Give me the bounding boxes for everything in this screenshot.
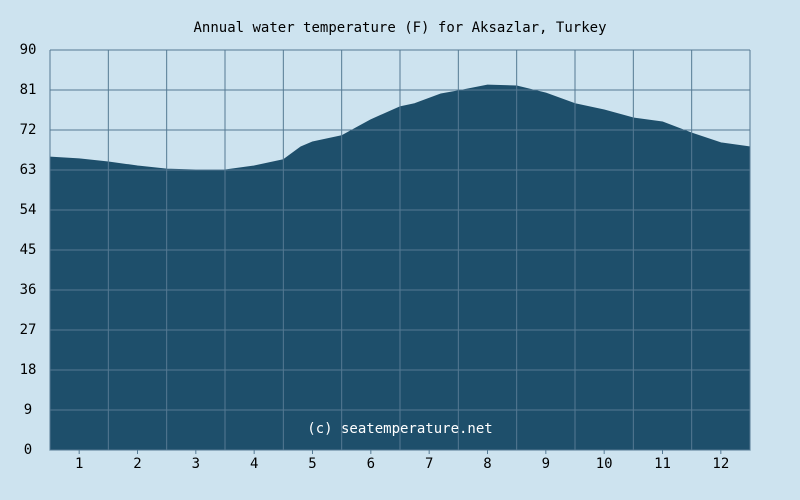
y-tick-label: 81 (20, 82, 37, 98)
annotation: (c) seatemperature.net (307, 421, 492, 437)
y-tick-label: 72 (20, 122, 37, 138)
x-tick-label: 6 (367, 456, 375, 472)
y-tick-label: 36 (20, 282, 37, 298)
y-tick-label: 54 (20, 202, 37, 218)
x-tick-label: 5 (308, 456, 316, 472)
x-tick-label: 7 (425, 456, 433, 472)
x-tick-label: 10 (596, 456, 613, 472)
x-tick-label: 1 (75, 456, 83, 472)
y-tick-label: 45 (20, 242, 37, 258)
chart-title: Annual water temperature (F) for Aksazla… (193, 20, 606, 36)
y-tick-label: 18 (20, 362, 37, 378)
x-tick-label: 11 (654, 456, 671, 472)
y-tick-label: 63 (20, 162, 37, 178)
x-tick-label: 2 (133, 456, 141, 472)
x-tick-label: 9 (542, 456, 550, 472)
y-tick-label: 27 (20, 322, 37, 338)
x-tick-label: 3 (192, 456, 200, 472)
x-tick-label: 12 (712, 456, 729, 472)
y-tick-label: 9 (24, 402, 32, 418)
x-tick-label: 4 (250, 456, 258, 472)
y-tick-label: 90 (20, 42, 37, 58)
y-tick-label: 0 (24, 442, 32, 458)
x-tick-label: 8 (483, 456, 491, 472)
